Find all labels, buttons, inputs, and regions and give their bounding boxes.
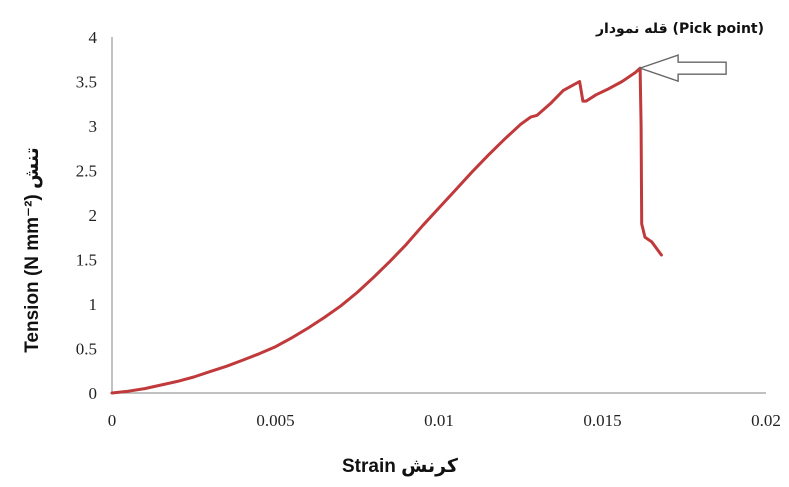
y-tick-label: 4	[89, 28, 98, 47]
peak-arrow	[637, 54, 727, 83]
x-tick-label: 0.005	[256, 411, 294, 430]
x-tick-label: 0	[108, 411, 117, 430]
y-tick-label: 0.5	[76, 340, 97, 359]
annotation-layer: قله نمودار (Pick point)	[595, 21, 764, 83]
y-tick-label: 3.5	[76, 73, 97, 92]
y-tick-label: 2	[89, 206, 98, 225]
x-ticks: 0 0.005 0.01 0.015 0.02	[108, 411, 781, 430]
axes	[111, 37, 766, 394]
y-tick-label: 0	[89, 384, 98, 403]
x-tick-label: 0.01	[424, 411, 454, 430]
y-ticks: 0 0.5 1 1.5 2 2.5 3 3.5 4	[76, 28, 98, 403]
y-tick-label: 1.5	[76, 251, 97, 270]
y-tick-label: 1	[89, 295, 98, 314]
y-axis-label: Tension (N mm⁻²) تنش	[22, 147, 43, 353]
x-tick-label: 0.015	[583, 411, 621, 430]
series-layer	[110, 66, 663, 395]
y-tick-label: 2.5	[76, 162, 97, 181]
x-axis-label: Strain کرنش	[342, 456, 459, 477]
peak-annotation: قله نمودار (Pick point)	[595, 21, 764, 37]
y-tick-label: 3	[89, 117, 98, 136]
x-tick-label: 0.02	[751, 411, 781, 430]
series-line	[110, 66, 663, 395]
